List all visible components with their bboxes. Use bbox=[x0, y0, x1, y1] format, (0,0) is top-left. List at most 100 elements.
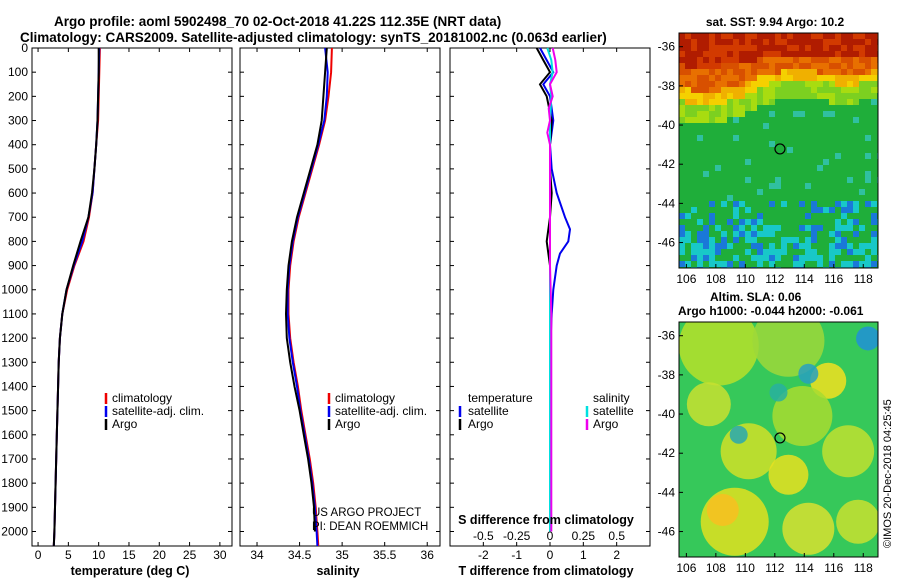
sst-pixel bbox=[709, 261, 715, 267]
sst-pixel bbox=[847, 243, 853, 249]
sst-pixel bbox=[733, 87, 739, 93]
sst-pixel bbox=[697, 111, 703, 117]
sst-pixel bbox=[781, 39, 787, 45]
sst-pixel bbox=[871, 57, 877, 63]
sst-pixel bbox=[679, 237, 685, 243]
sst-pixel bbox=[775, 183, 781, 189]
sst-pixel bbox=[763, 99, 769, 105]
depth-axis: 0 100 200 300 400 500 600 700 800 900 1000 1100 1200… bbox=[1, 41, 650, 538]
sst-pixel bbox=[721, 57, 727, 63]
sst-pixel bbox=[775, 69, 781, 75]
sst-pixel bbox=[811, 81, 817, 87]
sst-pixel bbox=[685, 63, 691, 69]
sst-pixel bbox=[805, 243, 811, 249]
sst-pixel bbox=[871, 201, 877, 207]
sst-pixel bbox=[691, 69, 697, 75]
sst-pixel bbox=[817, 75, 823, 81]
sst-pixel bbox=[835, 81, 841, 87]
sst-pixel bbox=[799, 51, 805, 57]
depth-tick-label: 1700 bbox=[1, 452, 28, 466]
sla-anomaly-blob bbox=[729, 425, 748, 444]
sst-pixel bbox=[679, 105, 685, 111]
sst-pixel bbox=[715, 87, 721, 93]
sla-anomaly-blob bbox=[772, 386, 833, 446]
sst-pixel bbox=[853, 117, 859, 123]
sst-pixel bbox=[859, 33, 865, 39]
sst-pixel bbox=[709, 117, 715, 123]
sst-pixel bbox=[709, 105, 715, 111]
sst-pixel bbox=[751, 93, 757, 99]
legend-label-t-argo: Argo bbox=[468, 417, 494, 431]
sst-pixel bbox=[751, 51, 757, 57]
sst-pixel bbox=[841, 63, 847, 69]
sst-pixel bbox=[721, 33, 727, 39]
sst-pixel bbox=[805, 69, 811, 75]
sst-pixel bbox=[733, 117, 739, 123]
sst-pixel bbox=[865, 51, 871, 57]
sst-pixel bbox=[715, 39, 721, 45]
sst-pixel bbox=[739, 201, 745, 207]
sst-pixel bbox=[733, 111, 739, 117]
sst-pixel bbox=[715, 165, 721, 171]
sst-pixel bbox=[703, 117, 709, 123]
sst-pixel bbox=[781, 201, 787, 207]
sst-pixel bbox=[799, 45, 805, 51]
sst-lat-tick-label: -40 bbox=[658, 118, 676, 132]
salinity-xtick-label: 36 bbox=[421, 548, 435, 562]
sst-pixel bbox=[757, 63, 763, 69]
sst-pixel bbox=[721, 45, 727, 51]
sst-pixel bbox=[715, 99, 721, 105]
sst-pixel bbox=[757, 51, 763, 57]
project-credit-line2: PI: DEAN ROEMMICH bbox=[312, 521, 428, 533]
sst-pixel bbox=[787, 237, 793, 243]
sla-anomaly-blob bbox=[679, 322, 759, 386]
sla-anomaly-blob bbox=[706, 494, 739, 526]
sst-pixel bbox=[733, 225, 739, 231]
sst-pixel bbox=[703, 75, 709, 81]
sst-pixel bbox=[691, 117, 697, 123]
sst-pixel bbox=[865, 243, 871, 249]
sst-pixel bbox=[769, 249, 775, 255]
salinity-panel: 34 34.5 35 35.5 36 bbox=[250, 47, 435, 562]
sst-pixel bbox=[853, 51, 859, 57]
sst-pixel bbox=[841, 75, 847, 81]
sst-pixel bbox=[733, 57, 739, 63]
sst-pixel bbox=[817, 33, 823, 39]
depth-tick-label: 0 bbox=[21, 41, 28, 55]
sst-pixel bbox=[709, 51, 715, 57]
sst-pixel bbox=[751, 99, 757, 105]
depth-tick-label: 1200 bbox=[1, 331, 28, 345]
sst-pixel bbox=[859, 45, 865, 51]
salinity-xtick-label: 34.5 bbox=[288, 548, 312, 562]
sst-pixel bbox=[763, 225, 769, 231]
sst-pixel bbox=[721, 87, 727, 93]
sst-pixel bbox=[769, 81, 775, 87]
sst-pixel bbox=[709, 93, 715, 99]
sst-pixel bbox=[679, 39, 685, 45]
sst-pixel bbox=[829, 63, 835, 69]
sst-pixel bbox=[793, 87, 799, 93]
sst-pixel bbox=[709, 39, 715, 45]
sst-pixel bbox=[697, 237, 703, 243]
sst-pixel bbox=[751, 33, 757, 39]
sst-pixel bbox=[703, 249, 709, 255]
sst-pixel bbox=[823, 69, 829, 75]
sst-pixel bbox=[769, 63, 775, 69]
temperature-legend: climatology satellite-adj. clim. Argo bbox=[104, 391, 204, 431]
sst-pixel bbox=[871, 213, 877, 219]
sst-pixel bbox=[721, 237, 727, 243]
figure-title-line2: Climatology: CARS2009. Satellite-adjuste… bbox=[20, 30, 607, 45]
sst-pixel bbox=[769, 93, 775, 99]
sst-lon-tick-label: 110 bbox=[736, 272, 755, 286]
sst-pixel bbox=[697, 69, 703, 75]
temperature-panel-frame bbox=[31, 47, 233, 547]
sst-pixel bbox=[721, 99, 727, 105]
sst-pixel bbox=[727, 243, 733, 249]
sst-pixel bbox=[703, 231, 709, 237]
legend-label-argo: Argo bbox=[335, 417, 361, 431]
sst-pixel bbox=[685, 213, 691, 219]
sst-pixel bbox=[691, 93, 697, 99]
sst-pixel bbox=[745, 57, 751, 63]
sst-pixel bbox=[757, 75, 763, 81]
